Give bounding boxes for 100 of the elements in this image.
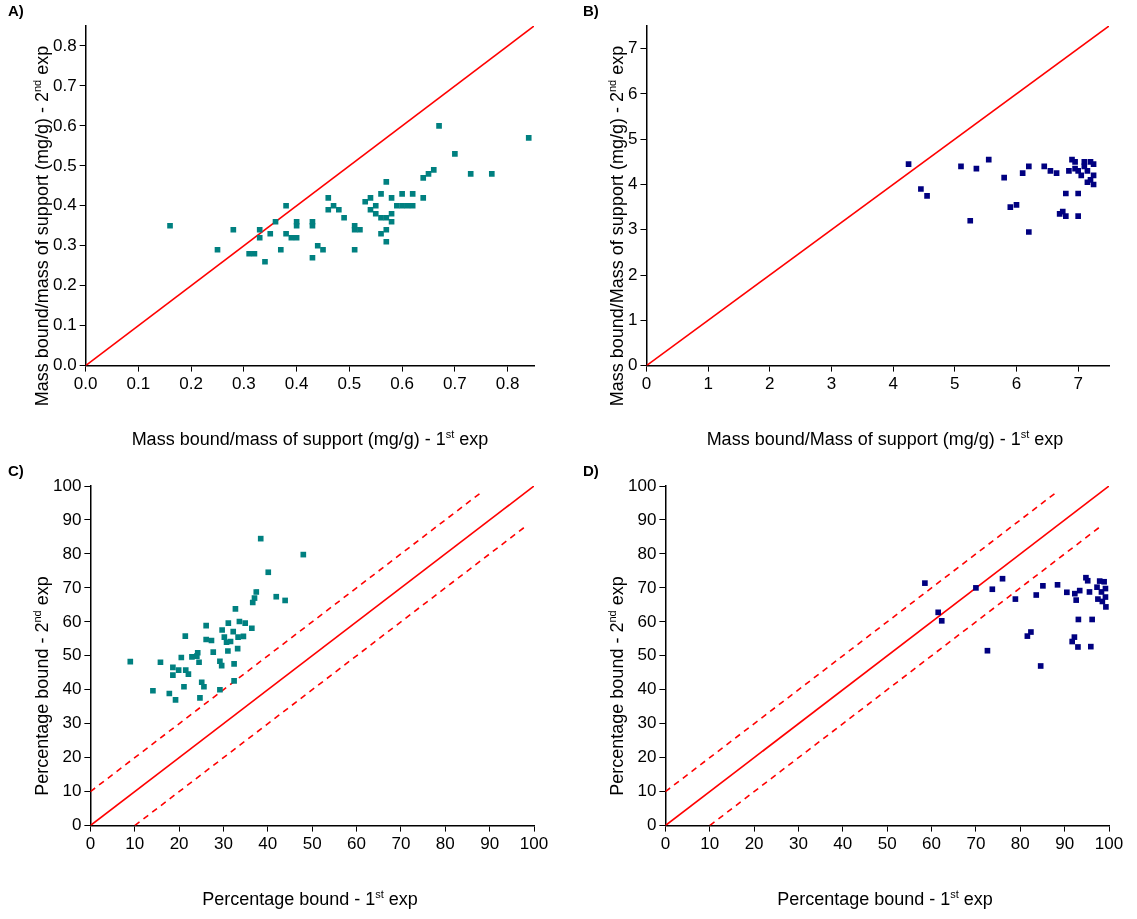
y-tick-label: 60 bbox=[62, 611, 82, 631]
point bbox=[231, 678, 237, 684]
point bbox=[989, 586, 996, 593]
point bbox=[196, 659, 202, 666]
x-tick-label: 0.7 bbox=[443, 374, 467, 394]
point bbox=[170, 672, 176, 678]
point bbox=[1089, 616, 1095, 623]
x-tick-label: 0.6 bbox=[390, 374, 414, 394]
point bbox=[1078, 172, 1085, 179]
x-tick-label: 10 bbox=[125, 834, 145, 854]
y-tick-label: 90 bbox=[637, 509, 657, 529]
point bbox=[197, 695, 203, 701]
x-tick-label: 7 bbox=[1073, 374, 1083, 394]
x-tick-label: 2 bbox=[765, 374, 775, 394]
y-tick-label: 0 bbox=[627, 355, 638, 375]
chart-title: A) bbox=[8, 2, 24, 19]
y-tick-label: 0.4 bbox=[52, 195, 77, 215]
point bbox=[1001, 174, 1007, 181]
point bbox=[1066, 168, 1072, 174]
x-tick-label: 80 bbox=[435, 834, 455, 854]
y-tick-label: 7 bbox=[627, 38, 638, 58]
point bbox=[1047, 168, 1054, 174]
y-tick-label: 50 bbox=[637, 645, 657, 665]
point bbox=[1037, 663, 1044, 669]
x-tick-label: 5 bbox=[950, 374, 960, 394]
point bbox=[217, 686, 223, 693]
chart-title: B) bbox=[583, 2, 599, 19]
x-axis-title: Mass bound/Mass of support (mg/g) - 1$^{st}$ exp bbox=[705, 428, 1065, 450]
point bbox=[922, 580, 928, 586]
x-tick-label: 70 bbox=[391, 834, 411, 854]
y-tick-label: 0.6 bbox=[52, 115, 77, 135]
x-tick-label: 40 bbox=[258, 834, 278, 854]
point bbox=[157, 659, 164, 666]
point bbox=[1094, 584, 1100, 591]
point bbox=[1081, 159, 1088, 165]
point bbox=[257, 535, 264, 542]
y-tick-label: 100 bbox=[52, 475, 82, 495]
point bbox=[984, 647, 991, 654]
point bbox=[182, 633, 189, 639]
point bbox=[231, 661, 237, 667]
x-tick-label: 90 bbox=[480, 834, 500, 854]
y-tick-label: 20 bbox=[637, 747, 657, 767]
x-tick-label: 60 bbox=[922, 834, 942, 854]
y-tick-label: 80 bbox=[62, 543, 82, 563]
x-tick-label: 10 bbox=[700, 834, 720, 854]
x-tick-label: 30 bbox=[213, 834, 233, 854]
x-tick-label: 0.4 bbox=[284, 374, 309, 394]
y-tick-label: 1 bbox=[627, 310, 638, 330]
point bbox=[1013, 202, 1020, 208]
point bbox=[189, 653, 195, 660]
point bbox=[175, 667, 182, 673]
point bbox=[218, 662, 225, 669]
y-tick-label: 10 bbox=[637, 781, 657, 801]
point bbox=[967, 217, 974, 224]
point bbox=[178, 654, 185, 661]
chart-title: D) bbox=[583, 462, 599, 479]
y-tick-label: 40 bbox=[62, 679, 82, 699]
point bbox=[1075, 213, 1081, 219]
x-tick-label: 60 bbox=[347, 834, 367, 854]
point bbox=[282, 597, 288, 604]
point bbox=[1026, 163, 1032, 170]
y-tick-label: 0.7 bbox=[52, 75, 77, 95]
y-tick-label: 5 bbox=[627, 128, 638, 148]
point bbox=[225, 648, 231, 654]
y-tick-label: 60 bbox=[637, 611, 657, 631]
x-axis-title: Percentage bound - 1$^{st}$ exp bbox=[776, 888, 994, 910]
x-tick-label: 90 bbox=[1055, 834, 1075, 854]
x-tick-label: 0 bbox=[660, 834, 671, 854]
y-tick-label: 70 bbox=[62, 577, 82, 597]
x-tick-label: 40 bbox=[833, 834, 853, 854]
x-tick-label: 0.5 bbox=[337, 374, 362, 394]
y-tick-label: 0 bbox=[646, 815, 657, 835]
point bbox=[1028, 629, 1034, 635]
x-tick-label: 0.8 bbox=[495, 374, 520, 394]
point bbox=[973, 585, 979, 591]
point bbox=[1053, 170, 1060, 176]
x-axis-title: Percentage bound - 1$^{st}$ exp bbox=[201, 888, 419, 910]
point bbox=[230, 628, 237, 635]
x-tick-label: 6 bbox=[1011, 374, 1022, 394]
y-tick-label: 0.2 bbox=[52, 275, 77, 295]
point bbox=[1041, 163, 1048, 170]
point bbox=[185, 671, 192, 677]
x-axis-title: Mass bound/mass of support (mg/g) - 1$^{st}$ exp bbox=[130, 428, 490, 450]
point bbox=[300, 551, 307, 558]
point bbox=[172, 697, 179, 703]
point bbox=[253, 589, 260, 595]
point bbox=[1033, 592, 1040, 598]
y-tick-label: 4 bbox=[627, 174, 638, 194]
point bbox=[935, 609, 942, 616]
x-tick-label: 20 bbox=[744, 834, 764, 854]
point bbox=[219, 627, 225, 633]
point bbox=[249, 625, 255, 632]
point bbox=[203, 622, 209, 629]
point bbox=[1054, 582, 1061, 588]
point bbox=[201, 683, 207, 690]
point bbox=[999, 575, 1006, 582]
point bbox=[1063, 190, 1069, 197]
y-tick-label: 10 bbox=[62, 781, 82, 801]
point bbox=[1007, 204, 1014, 210]
point bbox=[235, 634, 241, 640]
